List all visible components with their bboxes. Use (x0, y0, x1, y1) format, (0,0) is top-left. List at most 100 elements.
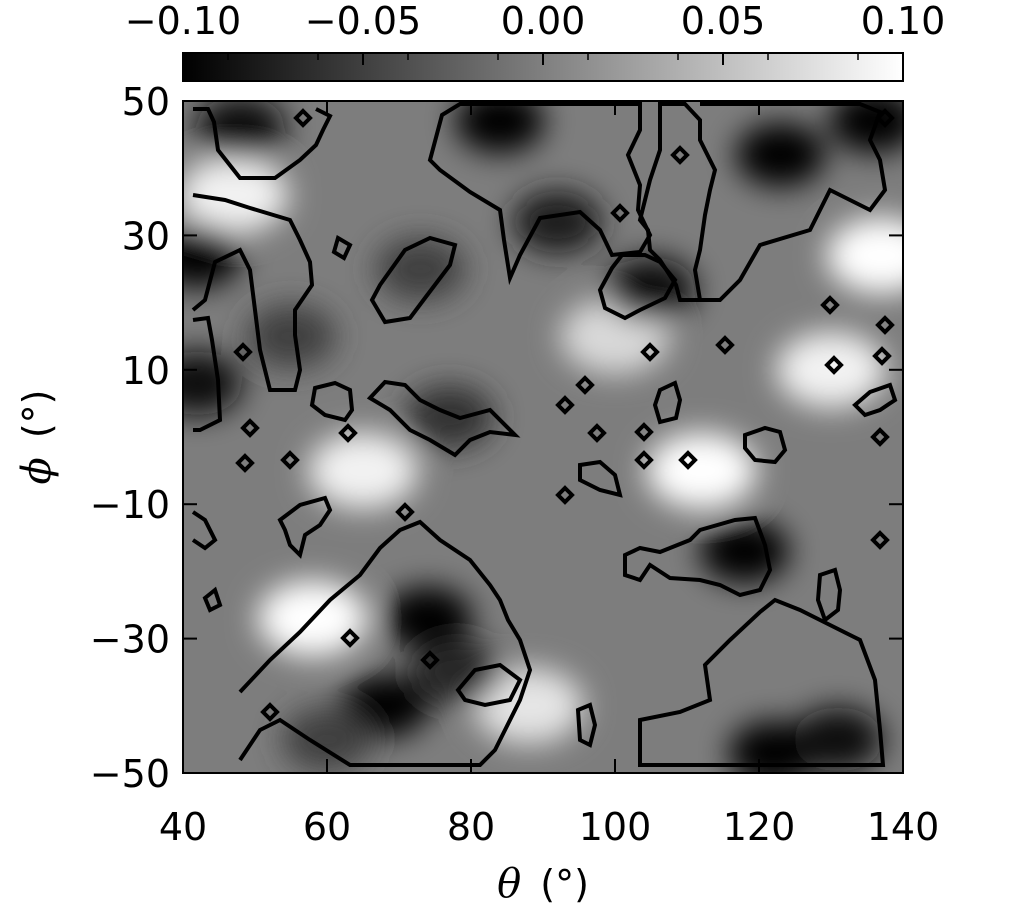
contour-diamond-8 (634, 422, 654, 442)
axis-ticks (182, 100, 904, 774)
dark-region-13 (411, 640, 502, 705)
contour-8 (366, 379, 521, 458)
dark-region-16 (793, 707, 884, 772)
contour-diamond-2 (280, 450, 300, 470)
contour-diamond-26 (260, 702, 280, 722)
contour-17 (238, 519, 533, 767)
dark-region-0 (195, 101, 286, 160)
colorbar-label-2: 0.00 (501, 0, 586, 43)
y-tick-label-2: −10 (90, 483, 170, 527)
contour-diamond-7 (587, 423, 607, 443)
y-axis-unit: (°) (15, 389, 59, 438)
colorbar-ticks (227, 53, 859, 65)
y-tick-label-3: 10 (122, 349, 170, 393)
contour-13 (578, 459, 623, 498)
y-tick-label-5: 50 (122, 80, 170, 124)
contour-15 (191, 510, 218, 551)
contour-diamond-12 (820, 295, 840, 315)
x-axis-symbol: θ (497, 861, 521, 907)
contour-19 (815, 567, 843, 624)
contour-diamond-0 (233, 342, 253, 362)
y-tick-label-4: 30 (122, 214, 170, 258)
contour-10 (652, 380, 683, 425)
contour-diamond-21 (293, 108, 313, 128)
dark-region-9 (375, 237, 466, 301)
contour-0 (193, 107, 333, 180)
bright-region-7 (826, 217, 903, 294)
contour-diamond-22 (875, 108, 895, 128)
bright-region-3 (308, 432, 418, 509)
y-axis-symbol: ϕ (14, 457, 60, 484)
contour-diamond-16 (870, 427, 890, 447)
colorbar-label-0: −0.10 (125, 0, 241, 43)
contour-diamond-19 (670, 145, 690, 165)
colorbar-label-1: −0.05 (305, 0, 421, 43)
x-tick-label-1: 60 (303, 805, 351, 849)
dark-region-8 (246, 304, 336, 369)
contour-11 (852, 382, 898, 418)
contour-diamond-6 (555, 485, 575, 505)
x-tick-labels: 40 60 80 100 120 140 (159, 805, 939, 849)
dark-region-6 (183, 223, 243, 288)
dark-region-1 (454, 101, 545, 154)
dark-region-17 (282, 707, 372, 772)
contour-7 (597, 253, 678, 321)
x-tick-label-0: 40 (159, 805, 207, 849)
contour-diamond-13 (824, 355, 844, 375)
zero-contour (191, 102, 898, 767)
contour-18 (638, 597, 886, 767)
contour-14 (277, 495, 333, 559)
contour-diamond-5 (555, 395, 575, 415)
contour-diamond-17 (870, 530, 890, 550)
colorbar-label-3: 0.05 (681, 0, 766, 43)
contour-diamond-9 (634, 450, 654, 470)
contour-diamond-25 (340, 628, 360, 648)
plot-area (182, 100, 904, 774)
x-axis-label: θ (°) (497, 861, 589, 907)
contour-22 (202, 586, 223, 613)
contour-diamond-15 (872, 346, 892, 366)
contour-diamond-10 (678, 450, 698, 470)
contour-diamond-20 (610, 203, 630, 223)
dark-region-4 (735, 122, 826, 187)
contour-diamond-27 (575, 375, 595, 395)
contour-diamond-24 (420, 650, 440, 670)
contour-16 (623, 515, 773, 598)
contour-1 (427, 102, 653, 286)
x-tick-label-3: 100 (579, 805, 652, 849)
dark-region-3 (606, 257, 696, 322)
bright-region-6 (473, 667, 584, 744)
contour-4 (191, 193, 315, 392)
x-tick-label-5: 140 (867, 805, 940, 849)
x-tick-label-4: 120 (723, 805, 796, 849)
y-tick-label-0: −50 (90, 752, 170, 796)
contour-diamond-14 (875, 315, 895, 335)
contour-diamond-11 (715, 335, 735, 355)
contour-3 (700, 102, 888, 302)
plot-frame (182, 100, 904, 774)
bright-region-1 (646, 432, 757, 509)
contour-5 (192, 315, 223, 432)
contour-diamond-23 (235, 453, 255, 473)
contour-diamond-3 (338, 423, 358, 443)
x-tick-label-2: 80 (447, 805, 495, 849)
contour-diamond-1 (240, 418, 260, 438)
colorbar-tick-labels: −0.10 −0.05 0.00 0.05 0.10 (125, 0, 946, 43)
dark-region-2 (512, 189, 603, 254)
contour-diamond-18 (640, 342, 660, 362)
dark-region-11 (382, 586, 473, 651)
contour-6 (369, 235, 458, 325)
contour-diamond-4 (395, 502, 415, 522)
contour-23 (331, 234, 353, 261)
dark-region-5 (829, 101, 903, 154)
contour-21 (575, 702, 598, 748)
contour-12 (743, 425, 788, 465)
dark-region-14 (699, 519, 790, 584)
y-axis-label: ϕ (°) (14, 389, 60, 484)
contour-20 (455, 662, 523, 708)
y-tick-label-1: −30 (90, 618, 170, 662)
x-axis-unit: (°) (540, 862, 589, 906)
dark-region-7 (183, 351, 243, 416)
colorbar-label-4: 0.10 (861, 0, 946, 43)
